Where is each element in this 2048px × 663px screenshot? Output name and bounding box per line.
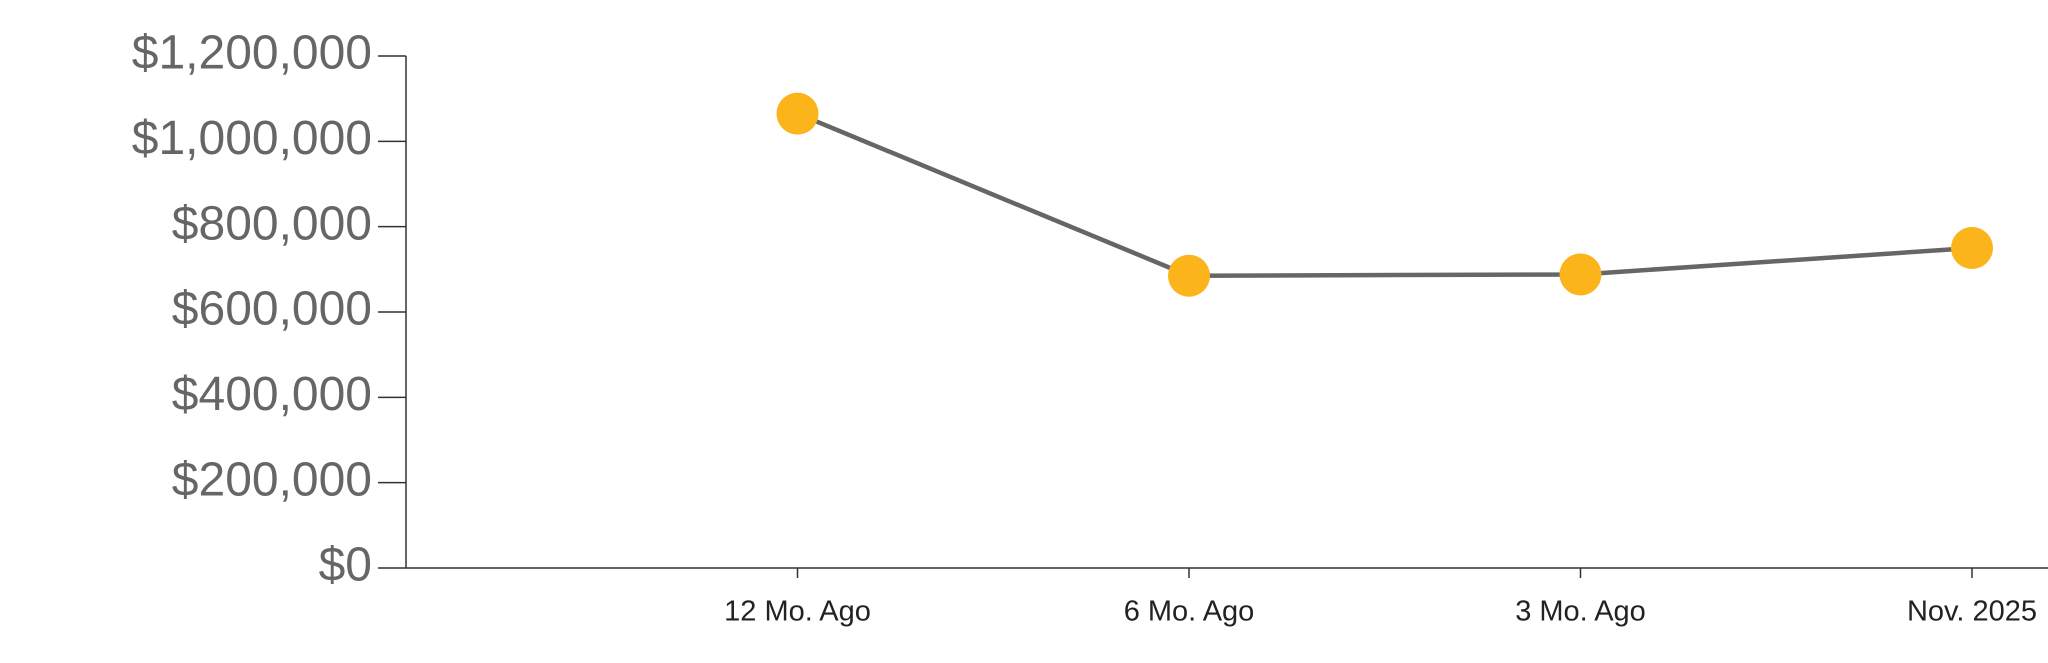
y-tick-label: $200,000	[172, 453, 372, 506]
y-tick-label: $400,000	[172, 368, 372, 421]
y-tick-label: $600,000	[172, 283, 372, 336]
marker	[1951, 227, 1993, 269]
x-tick-label: 12 Mo. Ago	[724, 596, 871, 628]
x-tick-label: 3 Mo. Ago	[1515, 596, 1646, 628]
y-tick-label: $1,000,000	[132, 112, 372, 165]
y-tick-label: $0	[319, 539, 372, 592]
x-tick-label: Nov. 2025	[1907, 596, 2037, 628]
marker	[1559, 253, 1602, 296]
marker	[776, 92, 819, 135]
x-tick-label: 6 Mo. Ago	[1124, 596, 1255, 628]
y-tick-label: $800,000	[172, 197, 372, 250]
line	[796, 111, 1973, 278]
marker	[1168, 254, 1210, 297]
y-tick-label: $1,200,000	[132, 27, 372, 80]
